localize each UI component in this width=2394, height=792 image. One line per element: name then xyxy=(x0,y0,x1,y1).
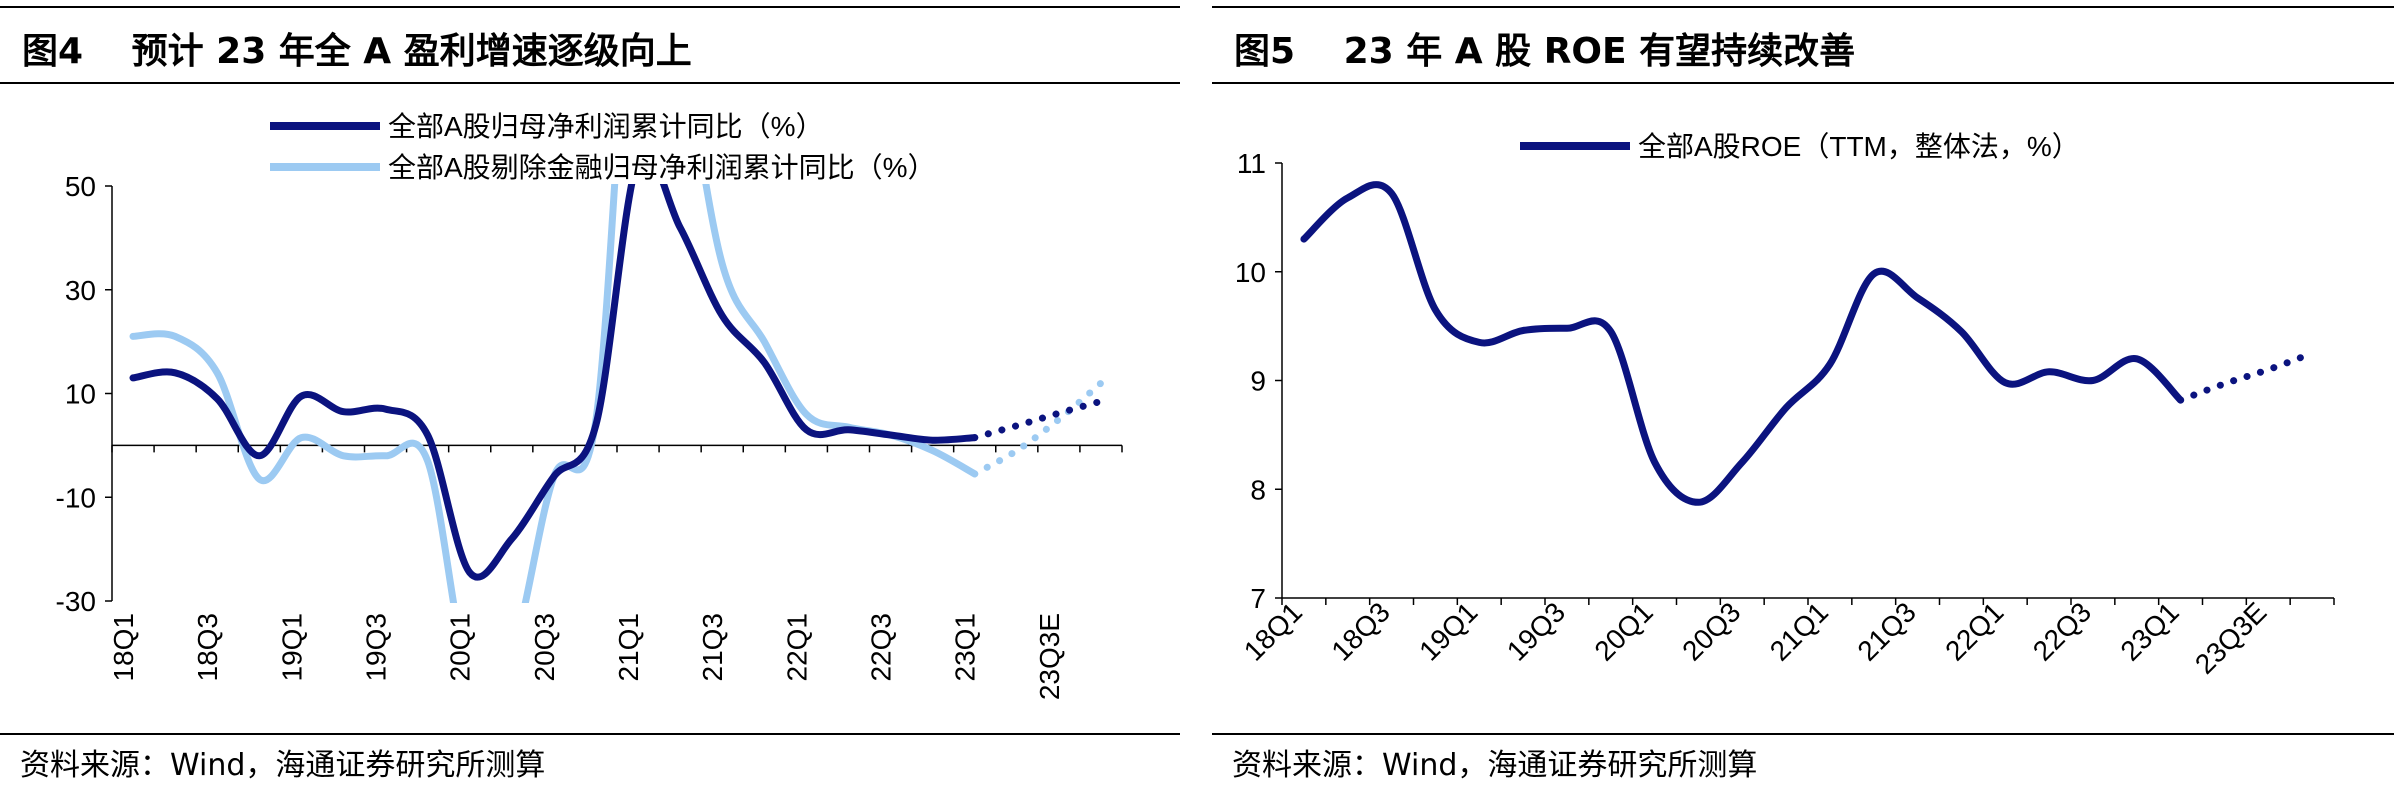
y-tick-label: 9 xyxy=(1250,366,1266,397)
y-tick-label: 7 xyxy=(1250,583,1266,614)
x-tick-label: 19Q3 xyxy=(1501,596,1571,666)
y-tick-label: 10 xyxy=(1235,257,1266,288)
y-tick-label: -10 xyxy=(56,482,96,513)
earnings-growth-chart: 50 30 10 -10 -30 18Q1 18Q3 19Q1 19Q3 20Q1 20Q3 21Q1… xyxy=(56,111,1123,700)
figure-label: 图5 xyxy=(1234,31,1296,72)
legend-label: 全部A股ROE（TTM，整体法，%） xyxy=(1638,131,2080,162)
figure-title-text: 23 年 A 股 ROE 有望持续改善 xyxy=(1343,31,1856,72)
x-tick-label: 23Q3E xyxy=(1034,613,1065,700)
top-rule xyxy=(0,6,1180,8)
x-tick-label: 21Q1 xyxy=(613,613,644,682)
x-tick-label: 18Q3 xyxy=(1325,596,1395,666)
series-line xyxy=(1300,181,2185,506)
x-tick-label: 22Q3 xyxy=(866,613,897,682)
x-tick-label: 21Q1 xyxy=(1764,596,1834,666)
x-tick-label: 23Q1 xyxy=(950,613,981,682)
x-tick-label: 18Q1 xyxy=(1238,596,1308,666)
x-tick-label: 21Q3 xyxy=(1851,596,1921,666)
top-rule xyxy=(1212,6,2394,8)
bottom-rule xyxy=(0,733,1180,735)
bottom-rule xyxy=(1212,733,2394,735)
series-forecast-line xyxy=(971,379,1105,478)
series-forecast-line xyxy=(2177,349,2316,404)
y-tick-label: 50 xyxy=(65,171,96,202)
title-rule xyxy=(0,82,1180,84)
y-tick-label: -30 xyxy=(56,586,96,617)
x-tick-label: 19Q3 xyxy=(361,613,392,682)
figure-5-panel: 图5 23 年 A 股 ROE 有望持续改善 11 10 9 8 7 18Q1 18Q3 19… xyxy=(1212,0,2394,792)
x-tick-label: 20Q3 xyxy=(1676,596,1746,666)
legend-label: 全部A股归母净利润累计同比（%） xyxy=(388,111,824,142)
x-tick-label: 21Q3 xyxy=(697,613,728,682)
x-tick-label: 20Q1 xyxy=(1588,596,1658,666)
x-tick-label: 22Q3 xyxy=(2027,596,2097,666)
x-tick-label: 23Q3E xyxy=(2189,596,2273,680)
x-tick-label: 22Q1 xyxy=(781,613,812,682)
x-tick-label: 22Q1 xyxy=(1939,596,2009,666)
x-tick-label: 19Q1 xyxy=(1413,596,1483,666)
x-tick-label: 20Q1 xyxy=(445,613,476,682)
figure-4-title: 图4 预计 23 年全 A 盈利增速逐级向上 xyxy=(20,22,692,74)
legend-label: 全部A股剔除金融归母净利润累计同比（%） xyxy=(388,152,936,183)
source-note: 资料来源：Wind，海通证券研究所测算 xyxy=(20,748,546,783)
y-tick-label: 30 xyxy=(65,275,96,306)
x-tick-label: 23Q1 xyxy=(2114,596,2184,666)
y-tick-label: 8 xyxy=(1250,474,1266,505)
figure-5-title: 图5 23 年 A 股 ROE 有望持续改善 xyxy=(1232,22,1855,74)
source-note: 资料来源：Wind，海通证券研究所测算 xyxy=(1232,748,1758,783)
figure-label: 图4 xyxy=(22,31,84,72)
x-tick-label: 20Q3 xyxy=(529,613,560,682)
figure-title-text: 预计 23 年全 A 盈利增速逐级向上 xyxy=(131,31,692,72)
x-tick-label: 18Q1 xyxy=(108,613,139,682)
y-tick-label: 11 xyxy=(1237,148,1266,179)
series-forecast-line xyxy=(971,397,1105,442)
title-rule xyxy=(1212,82,2394,84)
figure-4-panel: 图4 预计 23 年全 A 盈利增速逐级向上 50 30 10 -10 -30 18Q1 1… xyxy=(0,0,1180,792)
series-line xyxy=(129,184,979,603)
series-line xyxy=(129,184,979,581)
y-tick-label: 10 xyxy=(65,379,96,410)
x-tick-label: 18Q3 xyxy=(192,613,223,682)
x-tick-label: 19Q1 xyxy=(276,613,307,682)
